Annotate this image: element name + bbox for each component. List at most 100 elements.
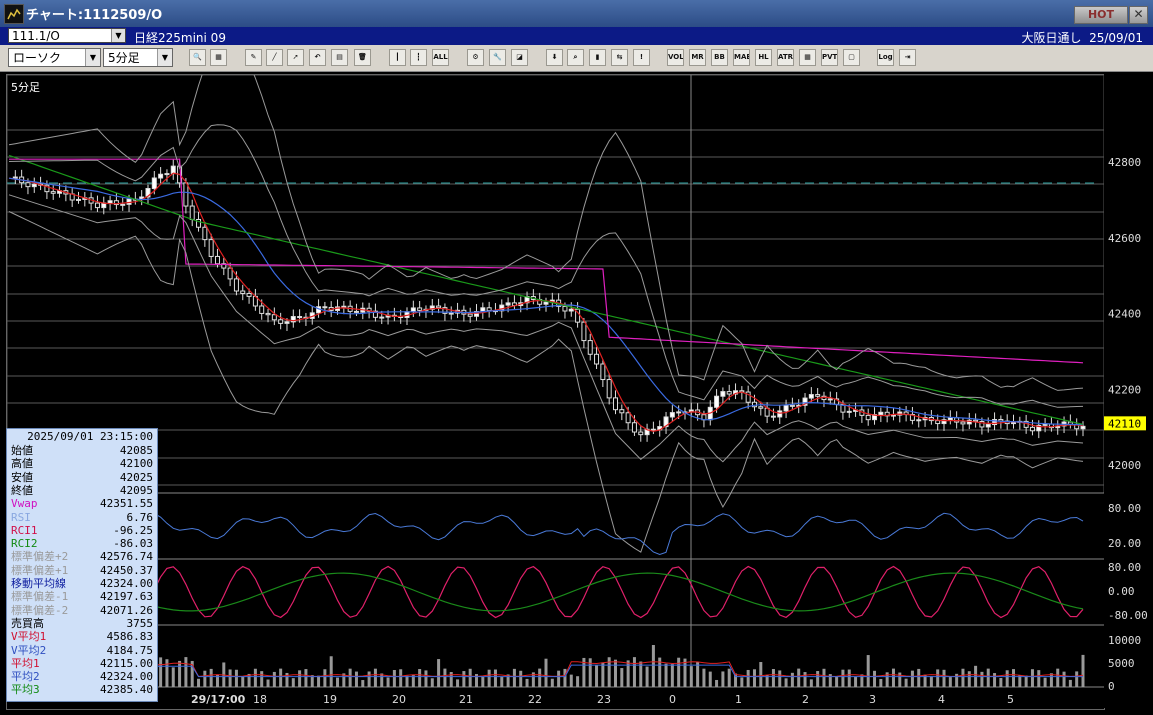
volume-bar [449,672,453,687]
line-draw-icon[interactable]: ╱ [266,49,283,66]
layout-icon[interactable]: ▦ [210,49,227,66]
close-button[interactable]: ✕ [1129,6,1148,24]
candle-body [631,422,637,433]
volume-bar [475,674,479,687]
hot-button[interactable]: HOT [1074,6,1128,24]
price-tick-label: 42000 [1108,459,1141,472]
app-chart-icon [4,4,24,24]
volume-bar [898,672,902,687]
export-icon[interactable]: ⇥ [899,49,916,66]
wrench-icon[interactable]: 🔧 [489,49,506,66]
panel-row: 終値 42095 [11,484,153,497]
mae-icon[interactable]: MAE [733,49,750,66]
candle-body [259,305,265,314]
cursor-icon[interactable]: ➚ [287,49,304,66]
candle-body [44,184,50,193]
window-icon[interactable]: ▢ [843,49,860,66]
session-label: 大阪日通し [1021,31,1082,45]
volume-bar [493,669,497,687]
volume-bar [399,669,403,687]
time-tick-label: 21 [459,693,473,706]
volume-bar [386,677,390,687]
volume-bar [620,668,624,687]
volume-bar [601,662,605,687]
volume-bar [569,674,573,687]
candle-body [208,239,214,257]
symbol-code-input[interactable]: 111.1/O ▼ [8,28,126,43]
volume-bar [260,671,264,687]
candle-body [1029,426,1035,432]
price-chart-canvas[interactable]: 29/17:00 18 19 20 21 22 23 0 1 2 3 4 5 [7,75,1104,709]
atr-icon[interactable]: ATR [777,49,794,66]
price-tick-label: 42600 [1108,232,1141,245]
bar-chart-icon[interactable]: ▮ [589,49,606,66]
candle-body [353,310,359,313]
window-title: チャート:1112509/O [26,8,163,23]
chevron-down-icon[interactable]: ▼ [157,49,172,66]
volume-tick-label: 0 [1108,680,1115,693]
download-icon[interactable]: ⬇ [546,49,563,66]
candle-body [909,414,915,421]
candle-body [777,410,783,418]
candle-body [442,307,448,314]
trash-icon[interactable]: 🗑 [354,49,371,66]
note-icon[interactable]: ▤ [331,49,348,66]
volume-bar [178,660,182,687]
window-titlebar: チャート:1112509/O HOT ✕ [0,0,1153,28]
panel-row-label: 標準偏差+1 [11,563,69,577]
candle-body [379,316,385,319]
time-tick-label: 23 [597,693,611,706]
vol-icon[interactable]: VOL [667,49,684,66]
hl-icon[interactable]: HL [755,49,772,66]
volume-bar [317,675,321,687]
candle-body [120,203,126,206]
volume-bar [588,658,592,687]
volume-bar [1068,679,1072,687]
volume-bar [696,661,700,687]
chevron-down-icon[interactable]: ▼ [111,29,125,42]
compare-icon[interactable]: ⇆ [611,49,628,66]
volume-bar [298,670,302,687]
color-icon[interactable]: ◪ [511,49,528,66]
candle-body [164,173,170,176]
candle-body [916,419,922,422]
zoom-icon[interactable]: 🔍 [189,49,206,66]
candle-icon[interactable]: ┃ [389,49,406,66]
log-icon[interactable]: Log [877,49,894,66]
timeframe-select[interactable]: 5分足 ▼ [103,48,173,67]
chart-timeframe-label: 5分足 [11,81,40,94]
volume-bar [190,660,194,687]
candle-body [612,397,618,411]
info-icon[interactable]: ! [633,49,650,66]
chevron-down-icon[interactable]: ▼ [85,49,100,66]
search-chart-icon[interactable]: ⌕ [567,49,584,66]
pen-icon[interactable]: ✎ [245,49,262,66]
candle-body [587,340,593,355]
volume-bar [241,676,245,687]
chart-type-select[interactable]: ローソク ▼ [8,48,101,67]
volume-bar [651,645,655,687]
volume-bar [380,673,384,687]
candle-body [467,313,473,317]
candle-split-icon[interactable]: ┇ [410,49,427,66]
undo-icon[interactable]: ↶ [309,49,326,66]
candle-body [75,198,81,201]
bb-icon[interactable]: BB [711,49,728,66]
ma-long-line [8,154,1084,425]
price-tick-label: 42200 [1108,383,1141,396]
time-tick-label: 2 [802,693,809,706]
pvt-icon[interactable]: PVT [821,49,838,66]
candle-body [113,200,119,206]
grid-icon[interactable]: ▦ [799,49,816,66]
vwap-line [9,158,1084,364]
panel-row-label: 標準偏差-2 [11,603,69,617]
price-axis-pane: 42110 42800 42600 42400 42200 42000 80.00 20.00… [1104,74,1151,708]
volume-bar [917,668,921,687]
volume-bar [664,663,668,687]
volume-bar [910,670,914,687]
mr-icon[interactable]: MR [689,49,706,66]
chart-area[interactable]: 29/17:00 18 19 20 21 22 23 0 1 2 3 4 5 5分足 [6,74,1105,710]
time-tick-label: 3 [869,693,876,706]
all-icon[interactable]: ALL [432,49,449,66]
gear-icon[interactable]: ⚙ [467,49,484,66]
